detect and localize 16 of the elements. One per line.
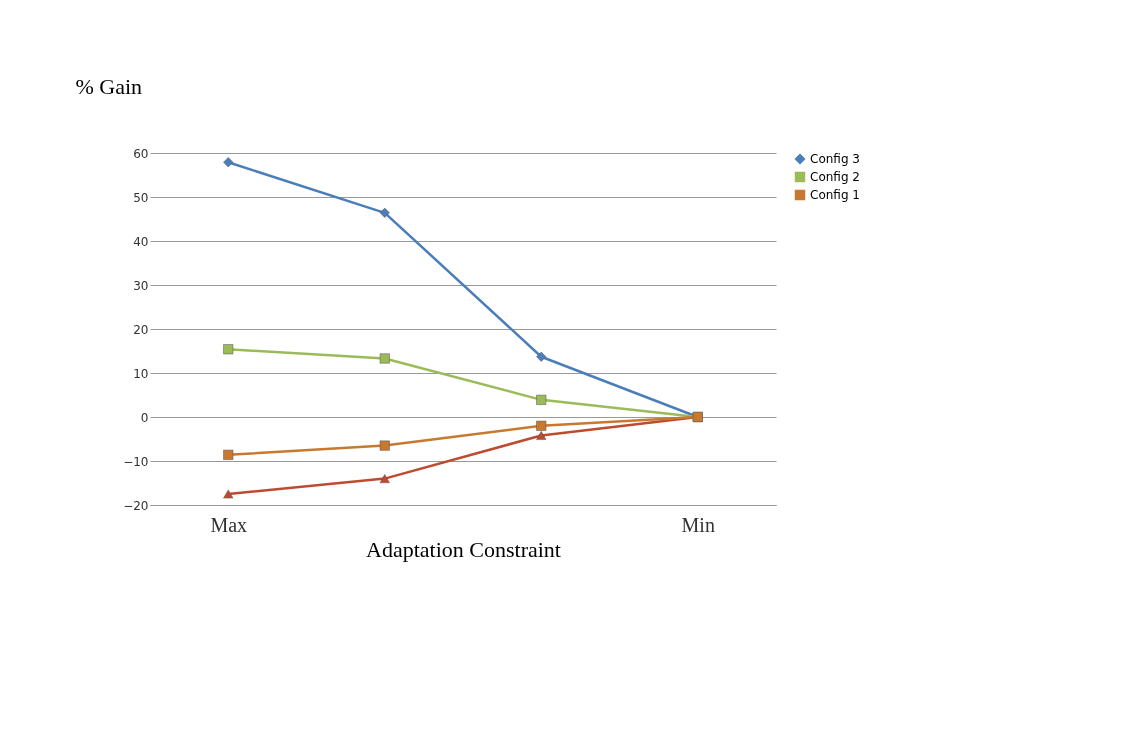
legend-label: Config 3: [810, 152, 860, 166]
y-tick-label: 30: [133, 278, 149, 293]
y-tick-label: −20: [123, 498, 149, 513]
y-tick-label: 40: [133, 234, 149, 249]
x-axis-title: Adaptation Constraint: [366, 536, 561, 562]
y-tick-label: 10: [133, 366, 149, 381]
legend-label: Config 2: [810, 170, 860, 184]
y-tick-label: 60: [133, 146, 149, 161]
y-tick-label: 20: [133, 322, 149, 337]
y-tick-label: 0: [140, 410, 149, 425]
y-tick-label: 50: [133, 190, 149, 205]
y-axis-title: % Gain: [75, 73, 143, 99]
y-tick-label: −10: [123, 454, 149, 469]
x-tick-label: Max: [210, 513, 248, 536]
legend-label: Config 1: [810, 188, 860, 202]
x-tick-label: Min: [681, 513, 715, 536]
